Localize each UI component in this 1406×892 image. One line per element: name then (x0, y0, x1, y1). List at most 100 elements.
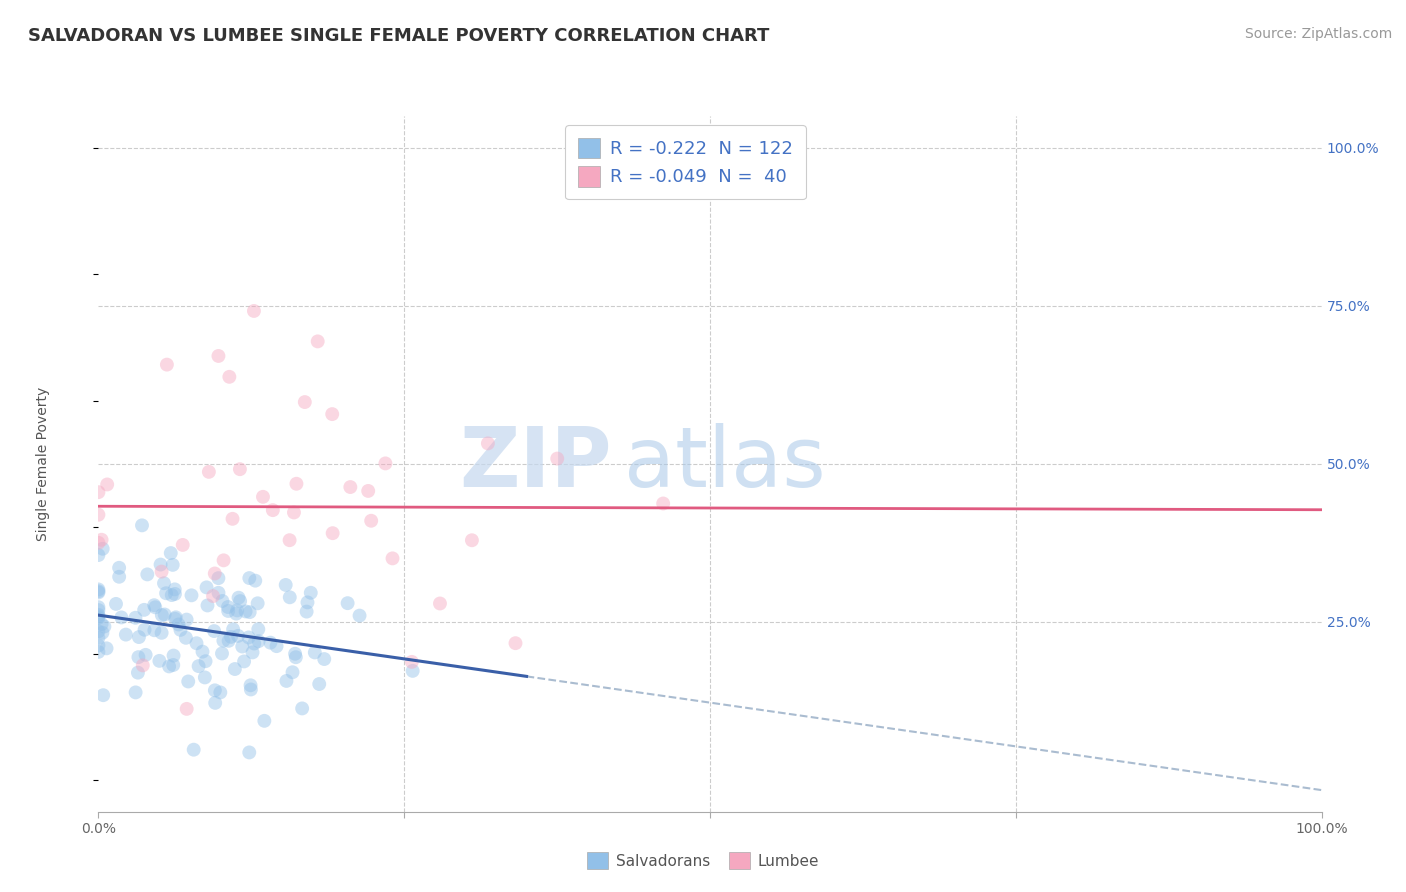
Point (167, 617, 190, 632)
Point (239, 678, 262, 692)
Point (96, 641, 118, 656)
Point (224, 662, 246, 676)
Point (87, 631, 110, 645)
Point (360, 514, 382, 528)
Point (218, 369, 240, 384)
Point (169, 623, 191, 637)
Point (204, 683, 226, 698)
Point (321, 407, 343, 421)
Point (207, 586, 229, 600)
Point (284, 647, 307, 661)
Point (307, 334, 329, 349)
Point (136, 567, 159, 582)
Point (159, 546, 181, 560)
Point (87, 582, 110, 597)
Point (194, 670, 217, 684)
Point (176, 613, 198, 627)
Point (233, 655, 256, 669)
Point (381, 551, 404, 566)
Point (157, 659, 180, 673)
Point (336, 596, 359, 610)
Point (278, 591, 301, 605)
Point (91, 541, 114, 556)
Point (259, 635, 281, 649)
Point (266, 639, 288, 653)
Point (297, 595, 319, 609)
Point (143, 600, 166, 615)
Point (149, 558, 172, 572)
Point (108, 570, 131, 584)
Text: SALVADORAN VS LUMBEE SINGLE FEMALE POVERTY CORRELATION CHART: SALVADORAN VS LUMBEE SINGLE FEMALE POVER… (28, 27, 769, 45)
Point (90, 617, 112, 632)
Point (295, 605, 318, 619)
Point (150, 625, 173, 640)
Point (163, 587, 186, 601)
Point (143, 598, 166, 612)
Point (134, 623, 156, 637)
Point (127, 665, 149, 680)
Point (186, 636, 208, 650)
Point (108, 561, 131, 575)
Point (207, 571, 229, 585)
Point (357, 483, 380, 498)
Point (284, 650, 307, 665)
Point (239, 605, 262, 619)
Point (243, 636, 266, 650)
Point (294, 395, 316, 409)
Point (253, 714, 276, 728)
Point (246, 596, 269, 610)
Point (155, 586, 177, 600)
Point (197, 599, 219, 613)
Point (153, 576, 176, 591)
Point (156, 358, 179, 372)
Point (349, 608, 371, 623)
Point (239, 682, 262, 697)
Point (124, 611, 146, 625)
Point (652, 496, 675, 510)
Point (228, 591, 250, 605)
Point (243, 304, 266, 318)
Point (131, 518, 153, 533)
Point (165, 610, 187, 624)
Point (87, 639, 110, 653)
Point (150, 608, 173, 623)
Point (252, 490, 274, 504)
Text: Source: ZipAtlas.com: Source: ZipAtlas.com (1244, 27, 1392, 41)
Point (339, 480, 361, 494)
Point (90, 533, 112, 547)
Point (148, 654, 170, 668)
Point (204, 696, 226, 710)
Point (218, 633, 240, 648)
Point (374, 457, 396, 471)
Point (235, 604, 257, 618)
Point (229, 594, 252, 608)
Point (209, 685, 232, 699)
Point (150, 565, 173, 579)
Point (87, 536, 110, 550)
Point (87, 609, 110, 624)
Legend: R = -0.222  N = 122, R = -0.049  N =  40: R = -0.222 N = 122, R = -0.049 N = 40 (565, 125, 806, 199)
Point (402, 664, 425, 678)
Point (165, 612, 187, 626)
Point (87, 508, 110, 522)
Point (87, 607, 110, 622)
Point (162, 648, 184, 663)
Point (204, 566, 226, 581)
Point (110, 610, 132, 624)
Point (87, 611, 110, 625)
Point (87, 584, 110, 599)
Point (87, 585, 110, 599)
Point (219, 630, 242, 644)
Point (262, 503, 284, 517)
Point (87, 624, 110, 639)
Point (195, 581, 218, 595)
Point (461, 533, 484, 548)
Point (172, 538, 194, 552)
Text: Single Female Poverty: Single Female Poverty (37, 387, 51, 541)
Point (211, 647, 233, 661)
Point (401, 655, 423, 669)
Point (221, 512, 243, 526)
Point (115, 627, 138, 641)
Point (242, 645, 264, 659)
Point (135, 648, 157, 662)
